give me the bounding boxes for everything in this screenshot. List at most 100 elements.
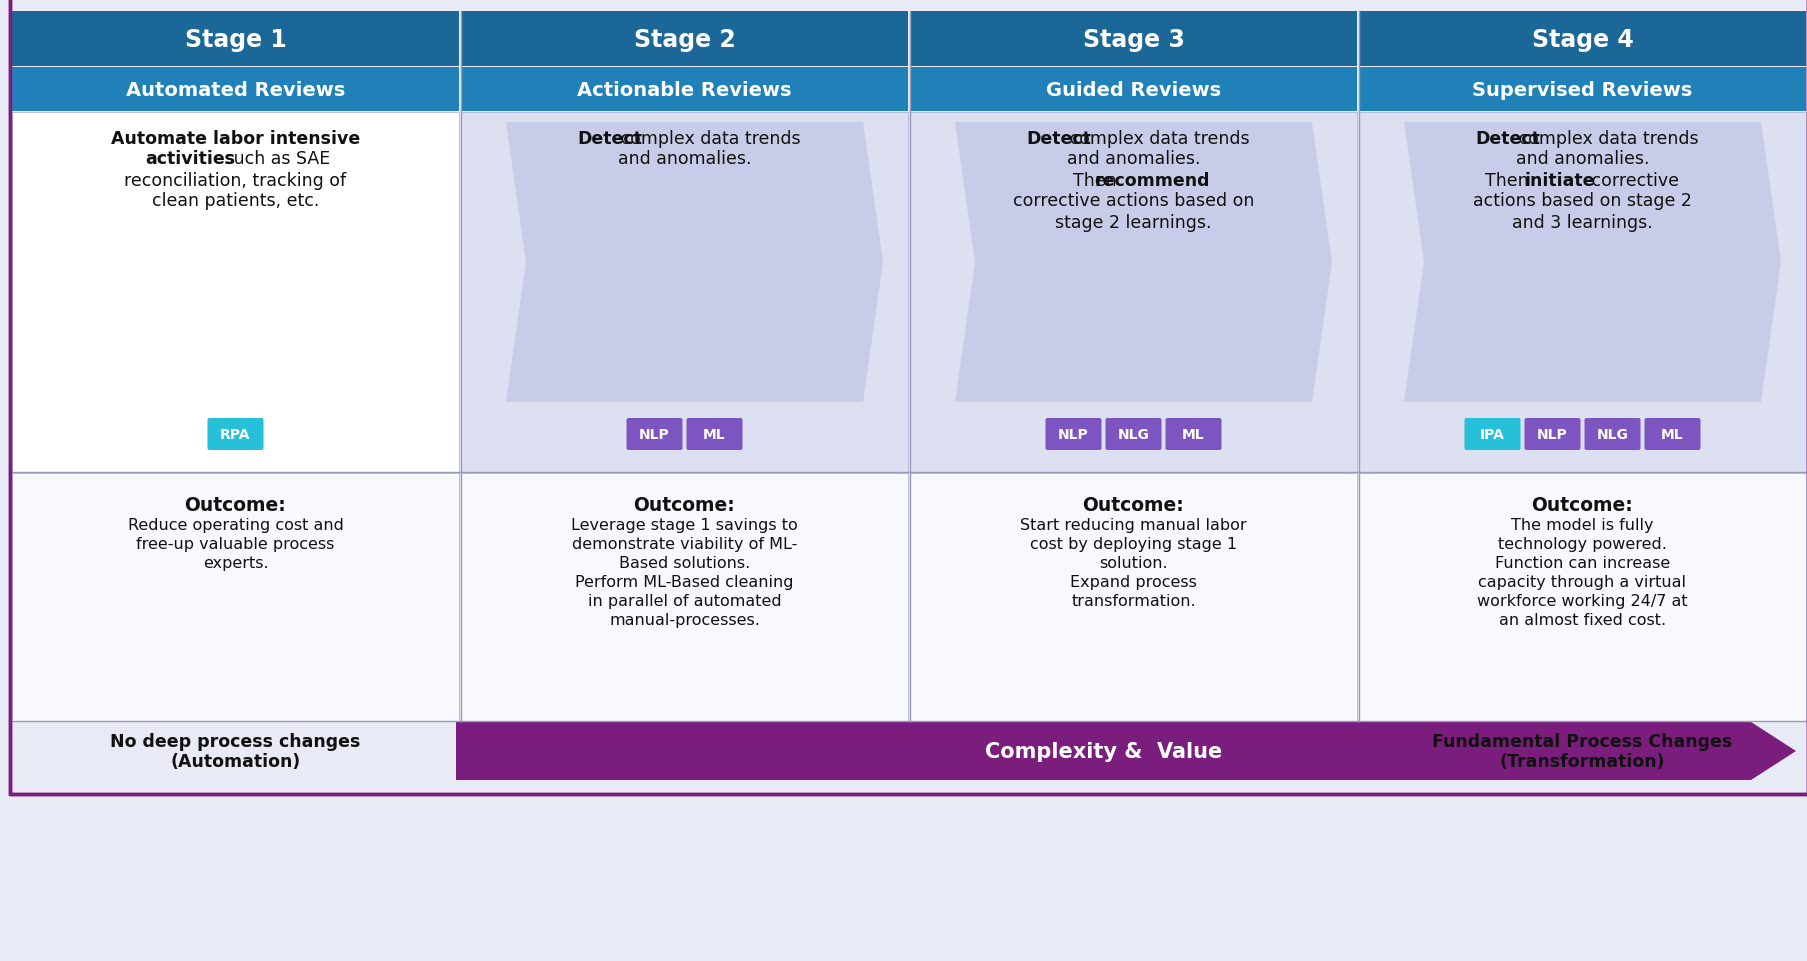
Text: demonstrate viability of ML-: demonstrate viability of ML-	[571, 536, 797, 552]
Bar	[13, 12, 459, 67]
Text: NLP: NLP	[638, 428, 670, 441]
Bar	[1359, 474, 1805, 722]
Text: and anomalies.: and anomalies.	[1514, 150, 1648, 168]
Text: complex data trends: complex data trends	[614, 130, 801, 147]
Text: Outcome:: Outcome:	[184, 496, 286, 514]
Text: actions based on stage 2: actions based on stage 2	[1473, 192, 1691, 210]
Text: Supervised Reviews: Supervised Reviews	[1471, 81, 1691, 99]
Text: Reduce operating cost and: Reduce operating cost and	[128, 517, 343, 532]
Text: Expand process: Expand process	[1070, 575, 1196, 589]
Text: cost by deploying stage 1: cost by deploying stage 1	[1030, 536, 1236, 552]
Bar	[909, 68, 1357, 111]
Bar	[13, 474, 459, 722]
Text: ML: ML	[703, 428, 725, 441]
Text: Then: Then	[1484, 171, 1534, 189]
Text: Perform ML-Based cleaning: Perform ML-Based cleaning	[575, 575, 793, 589]
Bar	[1359, 12, 1805, 67]
Text: transformation.: transformation.	[1070, 593, 1194, 608]
Text: Outcome:: Outcome:	[1531, 496, 1632, 514]
Text: Actionable Reviews: Actionable Reviews	[576, 81, 791, 99]
Text: ML: ML	[1661, 428, 1682, 441]
Text: capacity through a virtual: capacity through a virtual	[1478, 575, 1686, 589]
Text: Function can increase: Function can increase	[1494, 555, 1670, 571]
Text: workforce working 24/7 at: workforce working 24/7 at	[1476, 593, 1688, 608]
FancyBboxPatch shape	[1464, 419, 1520, 451]
FancyBboxPatch shape	[1104, 419, 1160, 451]
FancyBboxPatch shape	[1166, 419, 1222, 451]
FancyBboxPatch shape	[1583, 419, 1639, 451]
Text: ML: ML	[1182, 428, 1203, 441]
Text: complex data trends: complex data trends	[1064, 130, 1249, 147]
FancyBboxPatch shape	[1644, 419, 1700, 451]
Bar	[461, 68, 907, 111]
Text: Automated Reviews: Automated Reviews	[126, 81, 345, 99]
Text: Detect: Detect	[576, 130, 641, 147]
Bar	[11, 0, 1807, 794]
Text: activities: activities	[145, 150, 235, 168]
Text: clean patients, etc.: clean patients, etc.	[152, 192, 320, 210]
Text: initiate: initiate	[1523, 171, 1594, 189]
Text: Stage 3: Stage 3	[1082, 28, 1184, 52]
Text: corrective: corrective	[1585, 171, 1679, 189]
Bar	[461, 112, 907, 473]
Text: technology powered.: technology powered.	[1498, 536, 1666, 552]
Text: Detect: Detect	[1475, 130, 1540, 147]
FancyBboxPatch shape	[1044, 419, 1100, 451]
Polygon shape	[1404, 123, 1780, 403]
Text: Stage 4: Stage 4	[1531, 28, 1632, 52]
Bar	[1359, 112, 1805, 473]
Text: manual-processes.: manual-processes.	[609, 612, 759, 628]
Text: Outcome:: Outcome:	[1082, 496, 1184, 514]
Text: and anomalies.: and anomalies.	[618, 150, 752, 168]
Bar	[909, 112, 1357, 473]
Text: Then: Then	[1073, 171, 1122, 189]
Polygon shape	[455, 723, 1794, 780]
Text: Guided Reviews: Guided Reviews	[1046, 81, 1220, 99]
Text: Automate labor intensive: Automate labor intensive	[110, 130, 360, 147]
Text: RPA: RPA	[220, 428, 251, 441]
Text: NLG: NLG	[1596, 428, 1628, 441]
Text: NLP: NLP	[1536, 428, 1567, 441]
FancyBboxPatch shape	[208, 419, 264, 451]
Text: Complexity &  Value: Complexity & Value	[985, 741, 1222, 761]
Text: an almost fixed cost.: an almost fixed cost.	[1498, 612, 1664, 628]
Text: Stage 2: Stage 2	[632, 28, 735, 52]
Bar	[461, 474, 907, 722]
Text: Stage 1: Stage 1	[184, 28, 286, 52]
Text: NLG: NLG	[1117, 428, 1149, 441]
FancyBboxPatch shape	[687, 419, 743, 451]
FancyBboxPatch shape	[1523, 419, 1579, 451]
Text: corrective actions based on: corrective actions based on	[1012, 192, 1254, 210]
Text: experts.: experts.	[202, 555, 267, 571]
Bar	[1359, 68, 1805, 111]
Bar	[13, 68, 459, 111]
Text: NLP: NLP	[1057, 428, 1088, 441]
Text: Fundamental Process Changes
(Transformation): Fundamental Process Changes (Transformat…	[1431, 732, 1731, 771]
Bar	[461, 12, 907, 67]
Text: Start reducing manual labor: Start reducing manual labor	[1019, 517, 1247, 532]
Polygon shape	[506, 123, 882, 403]
Text: IPA: IPA	[1480, 428, 1503, 441]
FancyBboxPatch shape	[627, 419, 681, 451]
Text: No deep process changes
(Automation): No deep process changes (Automation)	[110, 732, 360, 771]
Bar	[909, 474, 1357, 722]
Text: and anomalies.: and anomalies.	[1066, 150, 1200, 168]
Text: complex data trends: complex data trends	[1512, 130, 1699, 147]
Text: Detect: Detect	[1026, 130, 1090, 147]
Text: Based solutions.: Based solutions.	[618, 555, 750, 571]
Text: free-up valuable process: free-up valuable process	[136, 536, 334, 552]
Text: and 3 learnings.: and 3 learnings.	[1511, 213, 1652, 232]
Text: stage 2 learnings.: stage 2 learnings.	[1055, 213, 1211, 232]
Text: Outcome:: Outcome:	[632, 496, 735, 514]
Text: solution.: solution.	[1099, 555, 1167, 571]
Bar	[909, 12, 1357, 67]
Text: recommend: recommend	[1093, 171, 1209, 189]
Text: such as SAE: such as SAE	[219, 150, 331, 168]
Text: The model is fully: The model is fully	[1511, 517, 1653, 532]
Bar	[11, 0, 1807, 794]
Bar	[13, 112, 459, 473]
Polygon shape	[954, 123, 1332, 403]
Text: Leverage stage 1 savings to: Leverage stage 1 savings to	[571, 517, 797, 532]
Text: reconciliation, tracking of: reconciliation, tracking of	[125, 171, 347, 189]
Text: in parallel of automated: in parallel of automated	[587, 593, 781, 608]
